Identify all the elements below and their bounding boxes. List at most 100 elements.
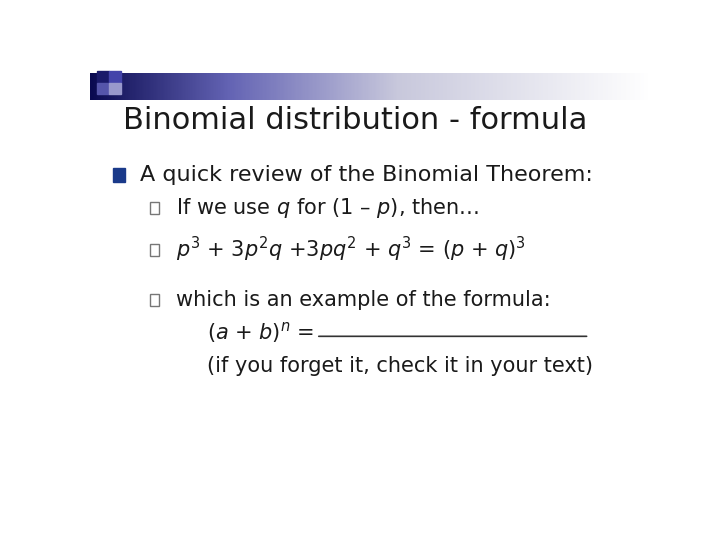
Bar [451,73,454,100]
Bar [213,73,215,100]
Bar [502,73,503,100]
Bar [258,73,261,100]
Bar [251,73,253,100]
Bar [307,73,310,100]
Bar [277,73,279,100]
Bar [306,73,308,100]
Bar [94,73,96,100]
Bar [313,73,315,100]
Bar [300,73,302,100]
Bar [167,73,168,100]
Bar [130,73,132,100]
Bar [330,73,332,100]
Bar [504,73,506,100]
Bar [112,73,114,100]
Bar [197,73,199,100]
Bar [246,73,248,100]
Bar [612,73,614,100]
Bar [446,73,448,100]
Bar [122,73,124,100]
Bar [644,73,646,100]
Bar [572,73,575,100]
Bar [575,73,577,100]
Bar [428,73,430,100]
Text: If we use $q$ for (1 – $p$), then…: If we use $q$ for (1 – $p$), then… [176,196,480,220]
Bar [256,73,258,100]
Bar [394,73,396,100]
Bar [222,73,225,100]
Bar [96,71,109,83]
Bar [192,73,194,100]
Bar [578,73,580,100]
Bar [603,73,606,100]
Bar [529,73,531,100]
Bar [341,73,343,100]
Bar [285,73,287,100]
Bar [377,73,379,100]
Bar [630,73,632,100]
Bar [230,73,232,100]
Bar [405,73,408,100]
Bar [478,73,480,100]
Bar [550,73,552,100]
Bar [294,73,296,100]
Bar [249,73,251,100]
Bar [292,73,294,100]
Bar [457,73,459,100]
Bar [176,73,179,100]
Bar [645,73,647,100]
Bar [392,73,395,100]
Bar [234,73,235,100]
Bar [564,73,567,100]
Bar [475,73,477,100]
Bar [347,73,348,100]
Bar [156,73,158,100]
Bar [369,73,371,100]
Bar [336,73,338,100]
Bar [423,73,426,100]
Bar [492,73,494,100]
Bar [474,73,476,100]
Bar [545,73,547,100]
Bar [204,73,207,100]
Bar [609,73,611,100]
Bar [264,73,266,100]
Bar [269,73,271,100]
Bar [140,73,143,100]
Bar [534,73,536,100]
Bar [279,73,280,100]
Bar [462,73,464,100]
Bar [571,73,573,100]
Bar [227,73,229,100]
Bar [228,73,230,100]
Bar [298,73,300,100]
Bar [178,73,180,100]
Bar [164,73,166,100]
Bar [274,73,276,100]
Bar [109,83,121,94]
Bar [133,73,135,100]
Bar [331,73,333,100]
Bar [189,73,191,100]
Bar [150,202,158,214]
Bar [618,73,621,100]
Bar [352,73,354,100]
Bar [215,73,217,100]
Bar [526,73,527,100]
Text: $p^3$ + 3$p^2$$q$ +3$pq^2$ + $q^3$ = ($p$ + $q$)$^3$: $p^3$ + 3$p^2$$q$ +3$pq^2$ + $q^3$ = ($p… [176,235,526,265]
Bar [570,73,572,100]
Bar [487,73,490,100]
Bar [611,73,613,100]
Bar [318,73,320,100]
Bar [349,73,351,100]
Bar [242,73,244,100]
Bar [554,73,557,100]
Bar [104,73,106,100]
Bar [282,73,284,100]
Bar [316,73,318,100]
Bar [481,73,482,100]
Bar [135,73,137,100]
Bar [354,73,356,100]
Bar [327,73,329,100]
Bar [190,73,192,100]
